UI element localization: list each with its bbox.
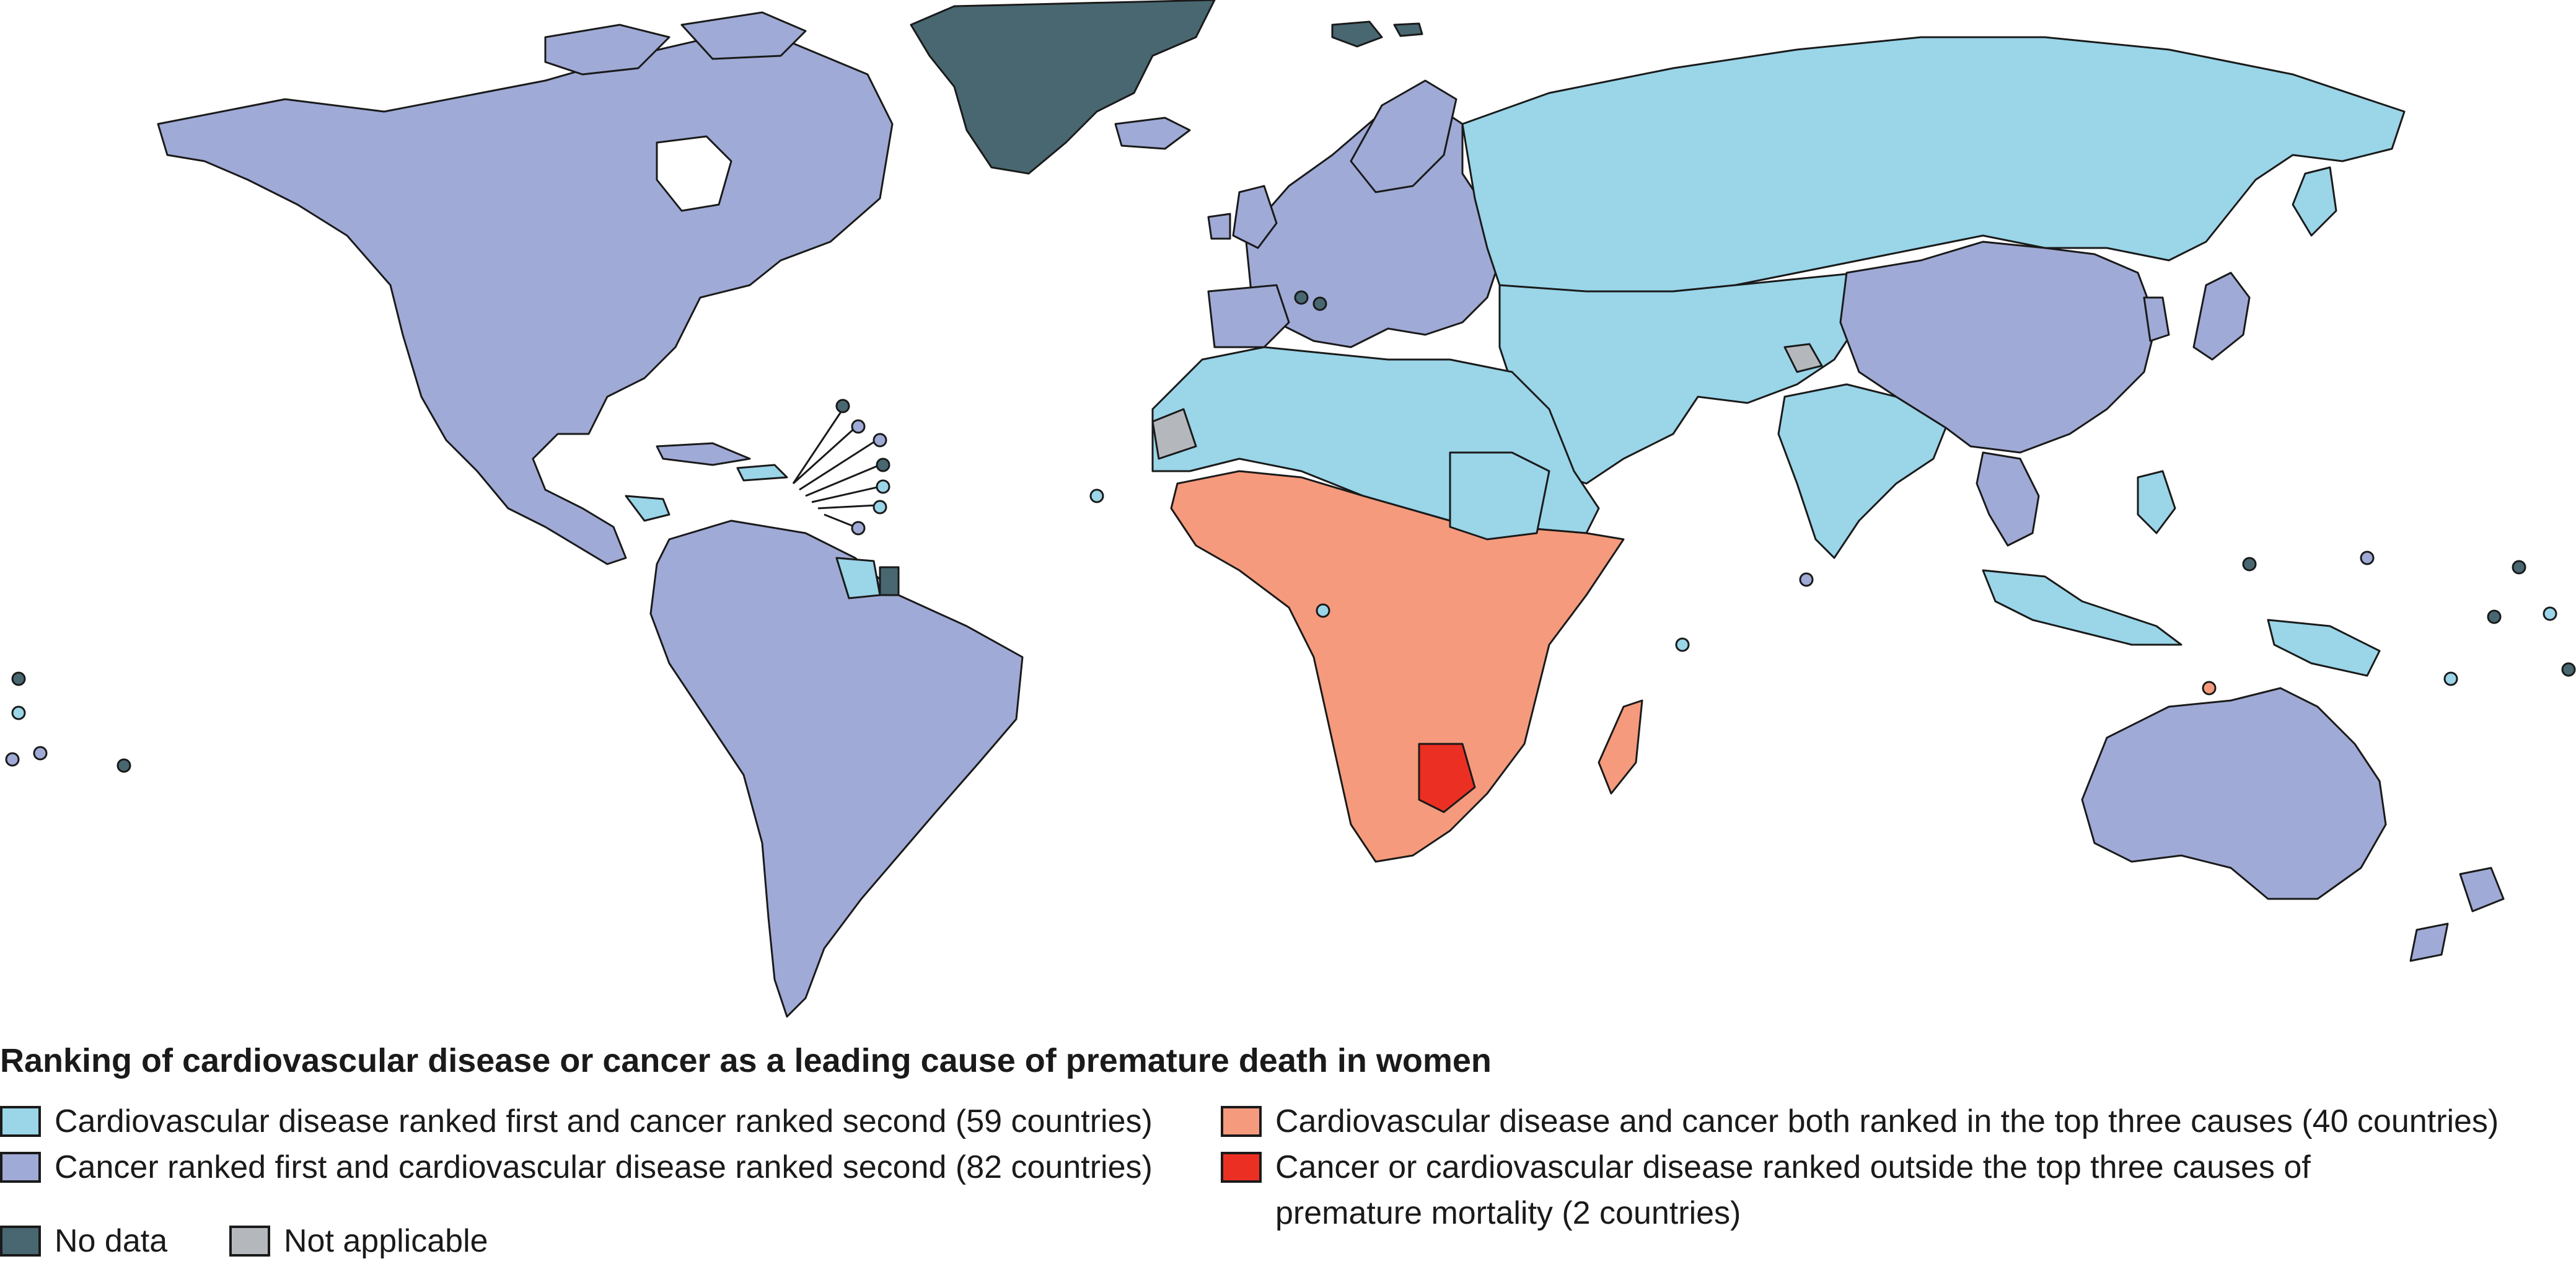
island-marker <box>1089 488 1104 503</box>
region-sub-saharan-africa <box>1170 470 1625 863</box>
legend-item-cvd-first: Cardiovascular disease ranked first and … <box>0 1098 1153 1144</box>
region-kamchatka <box>2292 166 2337 237</box>
region-iberia <box>1207 284 1290 348</box>
legend-item-both-top3: Cardiovascular disease and cancer both r… <box>1221 1098 2499 1144</box>
region-uk <box>1232 185 1278 249</box>
legend-swatch <box>0 1152 41 1183</box>
region-central-america <box>625 495 670 522</box>
region-north-america <box>157 36 894 565</box>
region-french-guiana <box>879 566 900 596</box>
region-philippines <box>2137 470 2176 534</box>
region-india <box>1777 383 1947 559</box>
island-markers <box>5 290 2576 773</box>
island-marker <box>2487 609 2502 624</box>
island-marker <box>2512 560 2526 575</box>
legend-label: Cardiovascular disease ranked first and … <box>55 1103 1153 1139</box>
region-se-asia <box>1976 451 2040 547</box>
legend-swatch <box>1221 1106 1262 1137</box>
island-marker <box>2443 671 2458 686</box>
island-marker <box>11 705 26 720</box>
region-arctic-islands-2 <box>680 11 807 60</box>
island-marker <box>873 500 887 515</box>
island-marker <box>851 521 866 536</box>
region-hudson-bay <box>656 135 732 212</box>
legend-swatch <box>0 1106 41 1137</box>
island-marker <box>2543 606 2557 621</box>
island-marker <box>2242 557 2257 572</box>
region-svalbard <box>1331 20 1383 48</box>
region-australia <box>2081 687 2387 900</box>
region-ireland <box>1207 213 1231 240</box>
region-kashmir <box>1783 343 1823 373</box>
region-japan <box>2192 272 2251 361</box>
legend-swatch <box>0 1226 41 1257</box>
legend-label: Cancer or cardiovascular disease ranked … <box>1275 1149 2311 1185</box>
region-new-zealand <box>2459 867 2505 913</box>
island-marker <box>11 671 26 686</box>
island-marker <box>2202 681 2217 696</box>
region-western-sahara <box>1151 408 1197 460</box>
legend-label: premature mortality (2 countries) <box>1275 1195 1741 1231</box>
legend-title: Ranking of cardiovascular disease or can… <box>0 1042 1492 1079</box>
region-madagascar <box>1598 699 1643 795</box>
legend-label: Cancer ranked first and cardiovascular d… <box>55 1149 1153 1185</box>
region-south-america <box>649 519 1024 1018</box>
region-china <box>1839 241 2158 454</box>
world-map <box>5 0 2576 1018</box>
island-marker <box>5 752 20 767</box>
island-marker <box>2360 550 2375 565</box>
island-marker <box>2561 662 2576 677</box>
region-svalbard-2 <box>1393 22 1423 37</box>
island-marker <box>1675 637 1690 652</box>
legend-item-outside-top3: Cancer or cardiovascular disease ranked … <box>1221 1144 2398 1236</box>
region-new-guinea <box>2267 619 2381 677</box>
legend-item-cancer-first: Cancer ranked first and cardiovascular d… <box>0 1144 1153 1190</box>
legend-item-not-applicable: Not applicable <box>229 1218 488 1264</box>
legend-label: No data <box>55 1223 168 1259</box>
region-cuba <box>656 442 751 466</box>
island-marker <box>33 746 48 761</box>
region-arctic-islands <box>544 24 670 76</box>
island-marker <box>1799 572 1814 587</box>
region-greenland <box>910 0 1216 175</box>
island-marker <box>1312 296 1327 311</box>
legend-label: Not applicable <box>284 1223 488 1259</box>
region-korea <box>2143 296 2170 342</box>
island-marker <box>876 479 890 494</box>
legend-label: Cardiovascular disease and cancer both r… <box>1275 1103 2499 1139</box>
legend-swatch <box>229 1226 270 1257</box>
region-sudan <box>1449 451 1550 541</box>
island-marker <box>116 758 131 773</box>
region-hispaniola <box>736 464 788 482</box>
region-botswana <box>1418 743 1476 813</box>
region-new-zealand-2 <box>2409 922 2449 962</box>
region-indonesia <box>1982 569 2183 646</box>
island-marker <box>876 457 890 472</box>
island-marker <box>851 419 866 434</box>
region-iceland <box>1114 117 1191 150</box>
island-marker <box>873 433 887 448</box>
legend-swatch <box>1221 1152 1262 1183</box>
island-marker <box>1294 290 1309 305</box>
legend-item-no-data: No data <box>0 1218 167 1264</box>
island-marker <box>835 399 850 413</box>
region-scandinavia <box>1350 79 1457 193</box>
island-marker <box>1316 603 1330 618</box>
